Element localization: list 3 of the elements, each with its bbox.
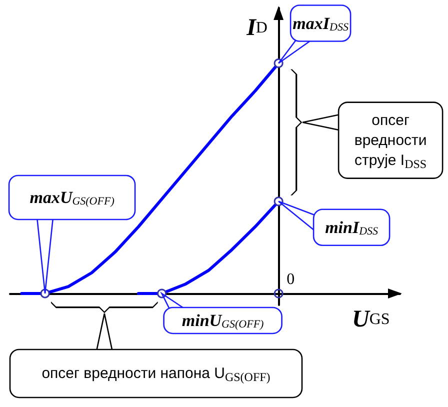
annotation: 0	[286, 270, 295, 288]
x-axis-title: UGS	[352, 306, 390, 332]
y-axis-title: ID	[246, 15, 268, 41]
